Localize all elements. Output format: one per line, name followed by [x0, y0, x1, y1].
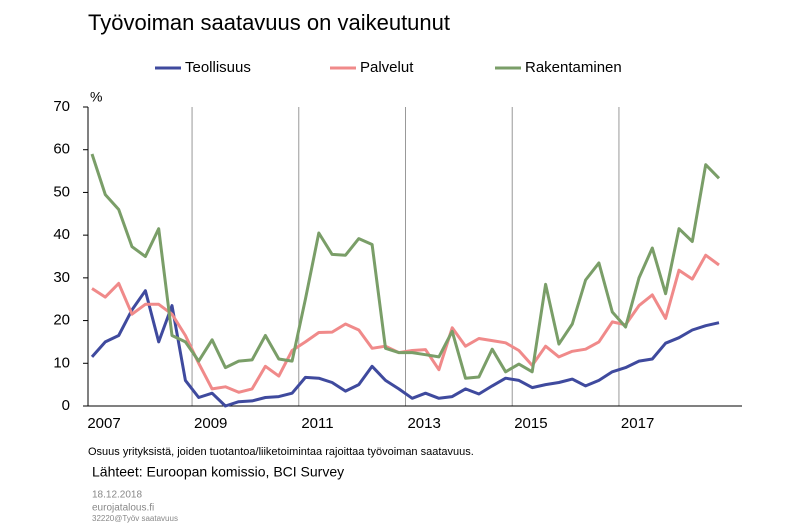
x-tick-label: 2009	[194, 415, 227, 432]
y-tick-label: 30	[53, 269, 70, 286]
y-tick-label: 70	[53, 98, 70, 115]
site: eurojatalous.fi	[92, 503, 154, 514]
y-tick-label: 0	[62, 397, 70, 414]
x-tick-label: 2017	[621, 415, 654, 432]
series-line	[90, 153, 721, 380]
y-tick-label: 40	[53, 226, 70, 243]
legend-label: Palvelut	[360, 59, 414, 76]
footnote: Osuus yrityksistä, joiden tuotantoa/liik…	[88, 446, 474, 458]
y-tick-label: 10	[53, 354, 70, 371]
sources: Lähteet: Euroopan komissio, BCI Survey	[92, 464, 344, 480]
y-tick-label: 20	[53, 312, 70, 329]
legend-label: Teollisuus	[185, 59, 251, 76]
x-tick-label: 2011	[301, 415, 333, 432]
code: 32220@Työv saatavuus	[92, 514, 178, 523]
x-tick-label: 2007	[87, 415, 120, 432]
y-unit: %	[90, 89, 102, 105]
legend-label: Rakentaminen	[525, 59, 622, 76]
y-tick-label: 50	[53, 183, 70, 200]
series-line	[90, 289, 720, 408]
chart-title: Työvoiman saatavuus on vaikeutunut	[88, 10, 450, 35]
x-tick-label: 2013	[407, 415, 440, 432]
y-tick-label: 60	[53, 141, 70, 158]
date: 18.12.2018	[92, 490, 142, 501]
x-tick-label: 2015	[514, 415, 547, 432]
